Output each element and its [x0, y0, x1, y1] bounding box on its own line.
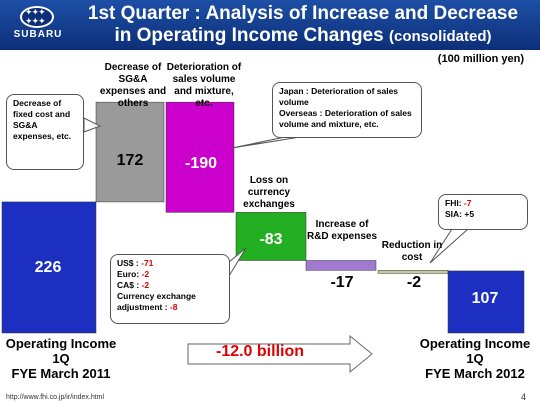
value-label-2012: 107	[471, 290, 499, 307]
fx-adj: Currency exchange adjustment : -8	[117, 291, 223, 313]
label-rnd: Increase of R&D expenses	[306, 219, 378, 242]
pleiades-stars-icon: ✦✦✦ ✦✦✦	[25, 8, 46, 27]
footer-right-l1: Operating Income	[419, 336, 531, 351]
title-line1: 1st Quarter : Analysis of Increase and D…	[87, 3, 519, 24]
bar-currency	[235, 212, 307, 261]
label-cost: Reduction in cost	[381, 240, 443, 263]
footer-right-l2: 1Q	[466, 351, 484, 366]
label-sales: Deterioration of sales volume and mixtur…	[166, 62, 242, 109]
fx-usd-label: US$ :	[117, 258, 139, 268]
total-change-label: -12.0 billion	[215, 343, 304, 360]
callout-cost: FHI: -7 SIA: +5	[438, 194, 528, 230]
fx-cad-value: -2	[141, 280, 150, 290]
fhi-label: FHI:	[445, 198, 462, 208]
callout-cost-sia: SIA: +5	[445, 209, 475, 219]
subaru-logo: ✦✦✦ ✦✦✦ SUBARU	[8, 6, 68, 44]
footer-left-l1: Operating Income	[5, 336, 117, 351]
bar-rnd	[305, 260, 377, 271]
value-label-rnd: -17	[330, 274, 354, 291]
fx-usd-value: -71	[141, 258, 154, 268]
callout-sga-text: Decrease of fixed cost and SG&A expenses…	[13, 98, 72, 141]
page-title: 1st Quarter : Analysis of Increase and D…	[72, 3, 534, 48]
fhi-value: -7	[463, 198, 472, 208]
value-label-sales: -190	[184, 155, 218, 172]
bar-sales	[165, 101, 235, 213]
value-label-cost: -2	[406, 274, 422, 291]
change-arrow	[187, 334, 373, 374]
brand-name: SUBARU	[13, 29, 63, 40]
logo-oval	[20, 6, 54, 28]
title-line2-text: in Operating Income Changes	[114, 25, 384, 46]
bar-sga	[95, 101, 165, 203]
footer-url[interactable]: http://www.fhi.co.jp/ir/index.html	[6, 394, 105, 401]
callout-fx: US$ : -71 Euro: -2 CA$ : -2 Currency exc…	[110, 254, 230, 324]
unit-label: (100 million yen)	[437, 53, 524, 65]
title-line2: in Operating Income Changes (consolidate…	[72, 25, 534, 48]
value-label-2011: 226	[34, 259, 62, 276]
bar-2012	[447, 270, 525, 334]
callout-cost-fhi: FHI: -7	[445, 198, 521, 209]
fx-cad-label: CA$ :	[117, 280, 140, 290]
fx-eur: Euro: -2	[117, 269, 223, 280]
bar-cost	[377, 270, 449, 274]
value-label-currency: -83	[259, 231, 283, 248]
value-label-sga: 172	[116, 152, 144, 169]
fx-eur-label: Euro:	[117, 269, 140, 279]
fx-cad: CA$ : -2	[117, 280, 223, 291]
footer-right: Operating Income 1Q FYE March 2012	[412, 336, 538, 381]
footer-left: Operating Income 1Q FYE March 2011	[0, 336, 122, 381]
label-sga: Decrease of SG&A expenses and others	[99, 62, 167, 109]
callout-sga-pointer	[83, 117, 102, 133]
title-suffix: (consolidated)	[388, 28, 492, 45]
callout-sales: Japan : Deterioration of sales volume Ov…	[272, 82, 422, 138]
bar-2011	[1, 201, 97, 334]
callout-sales-japan: Japan : Deterioration of sales volume	[279, 86, 399, 107]
callout-sales-pointer	[231, 136, 301, 149]
label-currency: Loss on currency exchanges	[243, 175, 295, 210]
callout-sga: Decrease of fixed cost and SG&A expenses…	[6, 94, 84, 170]
fx-adj-label: Currency exchange adjustment :	[117, 291, 196, 312]
fx-usd: US$ : -71	[117, 258, 223, 269]
fx-adj-value: -8	[169, 302, 178, 312]
page-number: 4	[520, 392, 526, 402]
footer-left-l2: 1Q	[52, 351, 70, 366]
fx-eur-value: -2	[141, 269, 150, 279]
callout-sales-overseas: Overseas : Deterioration of sales volume…	[279, 108, 412, 129]
header-bar: ✦✦✦ ✦✦✦ SUBARU 1st Quarter : Analysis of …	[0, 0, 540, 50]
footer-right-l3: FYE March 2012	[425, 366, 525, 381]
footer-left-l3: FYE March 2011	[11, 366, 111, 381]
